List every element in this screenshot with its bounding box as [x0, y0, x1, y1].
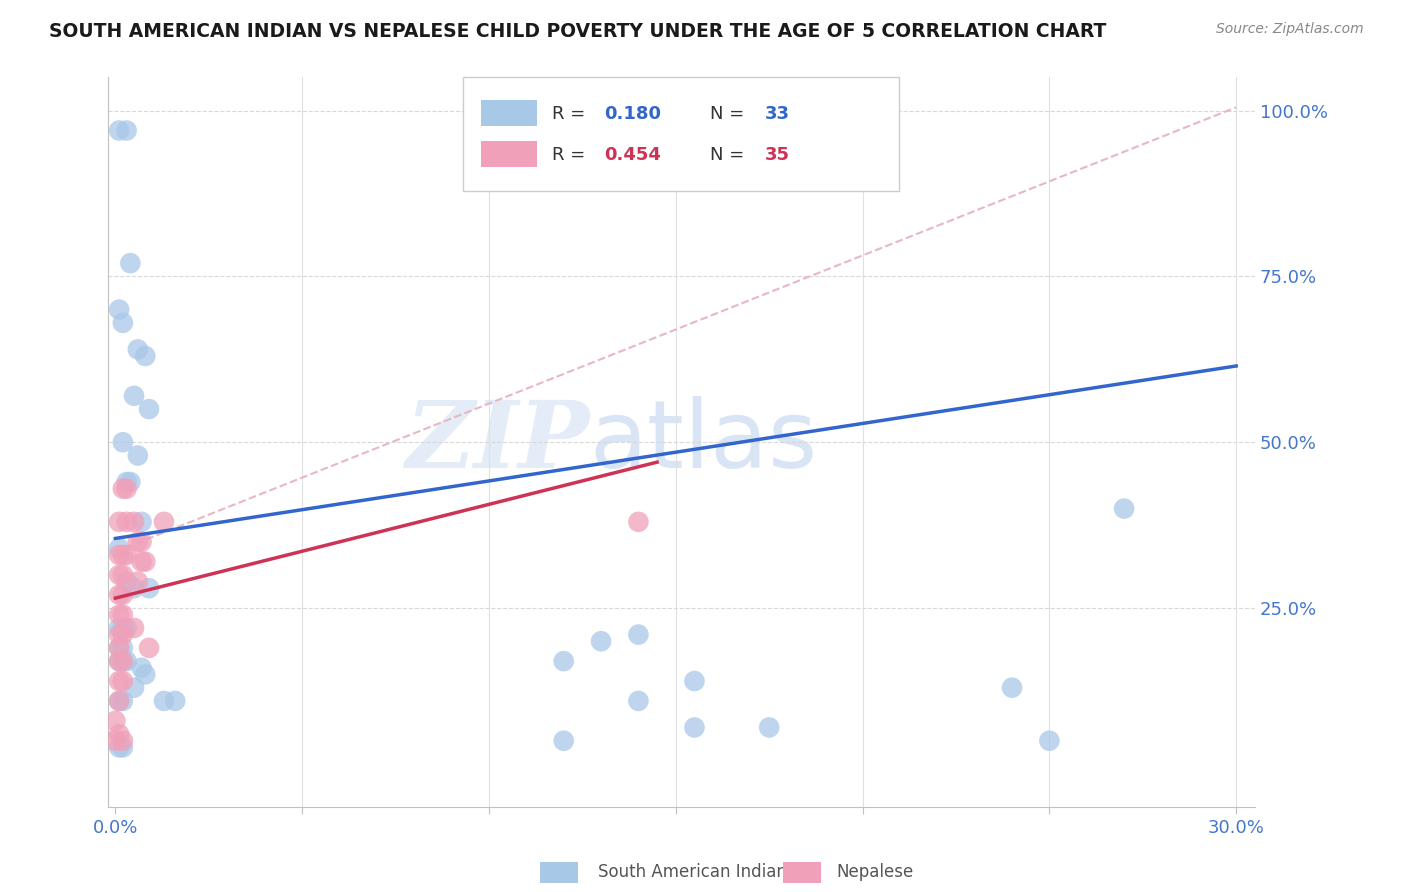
Text: ZIP: ZIP	[405, 397, 589, 487]
Point	[108, 627, 131, 641]
Point	[127, 574, 149, 589]
Point	[627, 694, 650, 708]
Point	[111, 568, 134, 582]
Point	[127, 534, 149, 549]
Text: Nepalese: Nepalese	[837, 863, 914, 881]
Point	[115, 123, 138, 137]
Point	[127, 343, 149, 357]
Point	[115, 475, 138, 489]
Point	[153, 515, 176, 529]
Point	[553, 654, 575, 668]
Point	[104, 714, 127, 728]
Point	[108, 654, 131, 668]
Point	[553, 733, 575, 747]
Point	[108, 302, 131, 317]
FancyBboxPatch shape	[481, 141, 537, 167]
Point	[131, 555, 153, 569]
Point	[120, 256, 142, 270]
Text: N =: N =	[710, 105, 749, 123]
Point	[104, 733, 127, 747]
Point	[758, 721, 780, 735]
Point	[122, 621, 145, 635]
Point	[108, 541, 131, 556]
Point	[108, 694, 131, 708]
Point	[165, 694, 187, 708]
Point	[111, 640, 134, 655]
Point	[122, 515, 145, 529]
Point	[111, 548, 134, 562]
Point	[627, 627, 650, 641]
Point	[108, 654, 131, 668]
Point	[108, 740, 131, 755]
Point	[111, 607, 134, 622]
Point	[591, 634, 613, 648]
Point	[111, 627, 134, 641]
Point	[131, 515, 153, 529]
Point	[115, 654, 138, 668]
Text: 35: 35	[765, 145, 790, 164]
Point	[1001, 681, 1024, 695]
Point	[108, 607, 131, 622]
Point	[115, 574, 138, 589]
Point	[115, 548, 138, 562]
Point	[111, 654, 134, 668]
Point	[111, 733, 134, 747]
Point	[120, 475, 142, 489]
Point	[1114, 501, 1136, 516]
Point	[111, 654, 134, 668]
Point	[108, 694, 131, 708]
Text: N =: N =	[710, 145, 749, 164]
Point	[111, 673, 134, 688]
Point	[627, 515, 650, 529]
Point	[108, 640, 131, 655]
Point	[122, 389, 145, 403]
Point	[134, 349, 156, 363]
Text: R =: R =	[551, 145, 591, 164]
Point	[122, 681, 145, 695]
Text: 33: 33	[765, 105, 790, 123]
Point	[108, 568, 131, 582]
Point	[138, 581, 160, 595]
Point	[153, 694, 176, 708]
Text: 0.454: 0.454	[605, 145, 661, 164]
Point	[111, 621, 134, 635]
Point	[108, 548, 131, 562]
Point	[111, 482, 134, 496]
FancyBboxPatch shape	[464, 78, 900, 191]
Point	[683, 673, 706, 688]
Point	[108, 621, 131, 635]
Text: 0.180: 0.180	[605, 105, 662, 123]
Point	[127, 449, 149, 463]
Text: South American Indians: South American Indians	[598, 863, 796, 881]
Point	[122, 581, 145, 595]
Point	[111, 316, 134, 330]
Text: SOUTH AMERICAN INDIAN VS NEPALESE CHILD POVERTY UNDER THE AGE OF 5 CORRELATION C: SOUTH AMERICAN INDIAN VS NEPALESE CHILD …	[49, 22, 1107, 41]
Point	[115, 482, 138, 496]
Point	[108, 640, 131, 655]
Point	[134, 555, 156, 569]
Point	[1038, 733, 1060, 747]
Point	[115, 515, 138, 529]
Point	[683, 721, 706, 735]
Point	[108, 673, 131, 688]
Point	[108, 588, 131, 602]
Point	[111, 588, 134, 602]
Text: Source: ZipAtlas.com: Source: ZipAtlas.com	[1216, 22, 1364, 37]
Point	[108, 123, 131, 137]
Point	[138, 640, 160, 655]
Point	[138, 402, 160, 417]
Point	[111, 435, 134, 450]
Point	[108, 727, 131, 741]
Point	[111, 694, 134, 708]
Point	[115, 621, 138, 635]
Point	[131, 661, 153, 675]
Point	[131, 534, 153, 549]
Point	[111, 740, 134, 755]
Text: R =: R =	[551, 105, 591, 123]
Text: atlas: atlas	[589, 396, 818, 488]
Point	[134, 667, 156, 681]
FancyBboxPatch shape	[481, 100, 537, 127]
Point	[108, 515, 131, 529]
